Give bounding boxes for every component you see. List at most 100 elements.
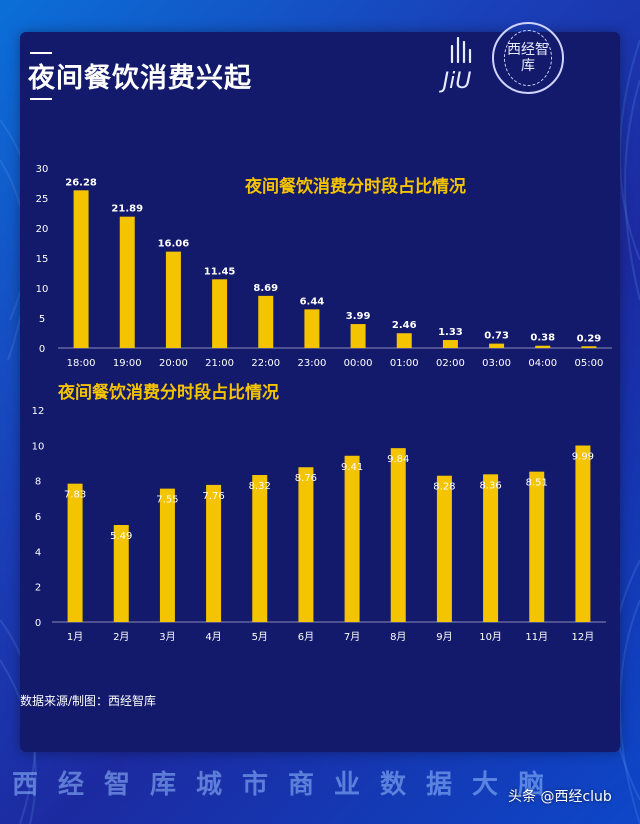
- monthly-x-tick-label: 9月: [436, 631, 452, 643]
- hourly-bar: [304, 309, 320, 348]
- source-note: 数据来源/制图：西经智库: [20, 694, 157, 708]
- hourly-bar: [350, 324, 366, 348]
- hourly-data-label: 26.28: [65, 177, 97, 188]
- monthly-bar: [206, 484, 222, 622]
- monthly-bar: [390, 448, 406, 622]
- monthly-data-label: 7.55: [156, 495, 178, 506]
- hourly-y-tick-label: 25: [36, 194, 49, 205]
- monthly-y-tick-label: 10: [32, 441, 45, 452]
- monthly-bar: [67, 483, 83, 622]
- hourly-bar: [119, 216, 135, 348]
- hourly-y-tick-label: 5: [39, 314, 45, 325]
- hourly-x-tick-label: 04:00: [528, 358, 557, 369]
- monthly-data-label: 9.41: [341, 462, 363, 473]
- hourly-bar: [258, 295, 274, 348]
- seal-logo-text: 西经智库: [504, 30, 552, 86]
- hourly-data-label: 1.33: [438, 327, 463, 338]
- monthly-bar: [159, 488, 175, 622]
- hourly-x-tick-label: 02:00: [436, 358, 465, 369]
- hourly-data-label: 6.44: [300, 296, 325, 307]
- monthly-x-tick-label: 11月: [525, 631, 548, 643]
- page-title: 夜间餐饮消费兴起: [28, 63, 252, 94]
- monthly-bar: [252, 475, 268, 622]
- monthly-bar: [113, 525, 129, 622]
- monthly-data-label: 7.83: [64, 490, 86, 501]
- monthly-bar: [436, 475, 452, 622]
- monthly-data-label: 8.51: [526, 478, 548, 489]
- chart-monthly-title: 夜间餐饮消费分时段占比情况: [58, 383, 279, 403]
- hourly-x-tick-label: 23:00: [298, 358, 327, 369]
- chart-hourly-title: 夜间餐饮消费分时段占比情况: [245, 177, 466, 197]
- hourly-data-label: 0.38: [530, 333, 555, 344]
- hourly-y-tick-label: 15: [36, 254, 49, 265]
- monthly-x-tick-label: 7月: [344, 631, 360, 643]
- monthly-data-label: 9.99: [572, 452, 594, 463]
- monthly-data-label: 9.84: [387, 454, 409, 465]
- monthly-y-tick-label: 8: [35, 477, 41, 488]
- monthly-data-label: 5.49: [110, 531, 132, 542]
- monthly-bar: [529, 471, 545, 622]
- monthly-x-tick-label: 1月: [67, 631, 83, 643]
- monthly-data-label: 8.36: [479, 480, 501, 491]
- hourly-bar: [581, 346, 597, 348]
- hourly-x-tick-label: 21:00: [205, 358, 234, 369]
- monthly-x-tick-label: 4月: [205, 631, 221, 643]
- hourly-data-label: 0.73: [484, 331, 509, 342]
- monthly-x-tick-label: 6月: [298, 631, 314, 643]
- hourly-x-tick-label: 05:00: [575, 358, 604, 369]
- hourly-bar: [489, 343, 505, 348]
- monthly-bar: [298, 467, 314, 622]
- monthly-data-label: 8.28: [433, 482, 455, 493]
- content-panel: [20, 32, 620, 752]
- hourly-x-tick-label: 20:00: [159, 358, 188, 369]
- hourly-bar: [396, 333, 412, 348]
- monthly-bar: [575, 445, 591, 622]
- monthly-y-tick-label: 12: [32, 406, 45, 417]
- hourly-x-tick-label: 01:00: [390, 358, 419, 369]
- hourly-data-label: 8.69: [253, 283, 278, 294]
- seal-logo: 西经智库: [492, 22, 564, 94]
- hourly-bar: [535, 345, 551, 348]
- monthly-x-tick-label: 5月: [252, 631, 268, 643]
- hourly-bar: [212, 279, 228, 348]
- monthly-y-tick-label: 2: [35, 583, 41, 594]
- monthly-bar: [344, 455, 360, 622]
- title-rule-top: [30, 52, 52, 54]
- jiu-logo: JiU: [439, 36, 472, 94]
- hourly-x-tick-label: 22:00: [251, 358, 280, 369]
- hourly-y-tick-label: 30: [36, 164, 49, 175]
- title-rule-bottom: [30, 98, 52, 100]
- hourly-y-tick-label: 10: [36, 284, 49, 295]
- monthly-x-tick-label: 2月: [113, 631, 129, 643]
- hourly-bar: [165, 251, 181, 348]
- monthly-y-tick-label: 6: [35, 512, 41, 523]
- hourly-x-tick-label: 18:00: [67, 358, 96, 369]
- hourly-data-label: 16.06: [158, 239, 190, 250]
- hourly-y-tick-label: 0: [39, 344, 45, 355]
- hourly-data-label: 3.99: [346, 311, 371, 322]
- hourly-x-tick-label: 03:00: [482, 358, 511, 369]
- watermark: 头条 @西经club: [508, 789, 612, 805]
- monthly-y-tick-label: 0: [35, 618, 41, 629]
- hourly-data-label: 11.45: [204, 266, 236, 277]
- hourly-bar: [73, 190, 89, 348]
- monthly-x-tick-label: 8月: [390, 631, 406, 643]
- hourly-data-label: 21.89: [111, 204, 143, 215]
- hourly-y-tick-label: 20: [36, 224, 49, 235]
- monthly-y-tick-label: 4: [35, 547, 41, 558]
- monthly-x-tick-label: 3月: [159, 631, 175, 643]
- monthly-data-label: 7.76: [202, 491, 224, 502]
- hourly-bar: [442, 340, 458, 348]
- hourly-x-tick-label: 00:00: [344, 358, 373, 369]
- hourly-x-tick-label: 19:00: [113, 358, 142, 369]
- monthly-x-tick-label: 12月: [572, 631, 595, 643]
- jiu-logo-text: JiU: [439, 69, 472, 94]
- monthly-bar: [483, 474, 499, 622]
- footer-banner: 西经智库城市商业数据大脑: [12, 770, 565, 800]
- monthly-data-label: 8.32: [249, 481, 271, 492]
- monthly-data-label: 8.76: [295, 473, 317, 484]
- monthly-x-tick-label: 10月: [479, 631, 502, 643]
- hourly-data-label: 2.46: [392, 320, 417, 331]
